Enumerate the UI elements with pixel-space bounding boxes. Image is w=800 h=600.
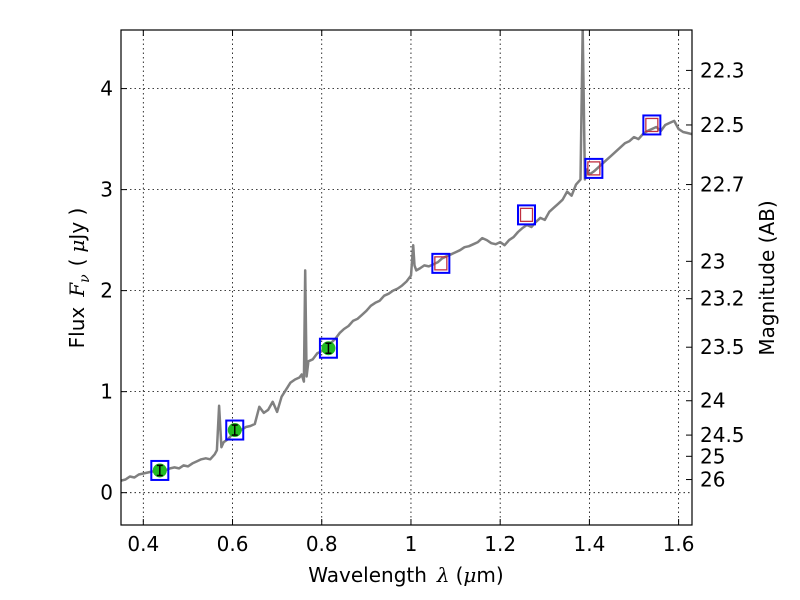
mag-tick-label: 26	[700, 468, 725, 492]
model-flux-box	[642, 114, 662, 136]
mag-tick-label: 22.7	[700, 173, 745, 197]
model-flux-box	[516, 204, 536, 226]
model-flux-box	[225, 419, 245, 441]
observed-flux-box	[587, 161, 601, 176]
x-tick-label: 0.6	[217, 532, 249, 556]
y-axis-label: FluxFν(μJy )	[65, 208, 93, 349]
right-axis-label: Magnitude (AB)	[755, 200, 779, 355]
x-tick-label: 1	[405, 532, 418, 556]
model-flux-box	[431, 252, 451, 274]
observed-flux-box	[645, 117, 659, 133]
mag-tick-label: 23	[700, 249, 725, 273]
mag-tick-label: 25	[700, 444, 725, 468]
y-tick-label: 0	[100, 481, 113, 505]
photometry-layer	[150, 114, 662, 481]
x-tick-label: 1.6	[663, 532, 695, 556]
x-axis-label: Wavelength λ (μm)	[308, 563, 503, 587]
mag-tick-label: 23.2	[700, 287, 745, 311]
mag-tick-label: 23.5	[700, 335, 745, 359]
y-tick-label: 4	[100, 77, 113, 101]
y-tick-label: 2	[100, 279, 113, 303]
model-flux-box	[584, 157, 604, 179]
axis-ticks: 0.4 0.6 0.8 1 1.2 1.4 1.60123422.322.522.72323…	[100, 30, 745, 556]
mag-tick-label: 24.5	[700, 423, 745, 447]
model-flux-box	[150, 459, 170, 481]
upper-limit-point	[431, 252, 451, 274]
model-flux-box	[318, 337, 338, 359]
detection-point	[318, 337, 338, 359]
grid-lines	[121, 30, 692, 525]
upper-limit-point	[642, 114, 662, 136]
x-tick-label: 1.2	[484, 532, 516, 556]
mag-tick-label: 24	[700, 389, 725, 413]
mag-tick-label: 22.5	[700, 113, 745, 137]
x-tick-label: 0.4	[127, 532, 159, 556]
observed-flux-box	[434, 256, 448, 271]
mag-tick-label: 22.3	[700, 58, 745, 82]
observed-flux-box	[519, 207, 534, 223]
detection-point	[150, 459, 170, 481]
x-tick-label: 1.4	[573, 532, 605, 556]
x-tick-label: 0.8	[306, 532, 338, 556]
plot-frame	[120, 29, 693, 526]
upper-limit-point	[516, 204, 536, 226]
spectrum-layer	[121, 30, 692, 482]
y-tick-label: 3	[100, 178, 113, 202]
detection-point	[225, 419, 245, 441]
y-tick-label: 1	[100, 380, 113, 404]
spectrum-line	[121, 30, 692, 482]
upper-limit-point	[584, 157, 604, 179]
